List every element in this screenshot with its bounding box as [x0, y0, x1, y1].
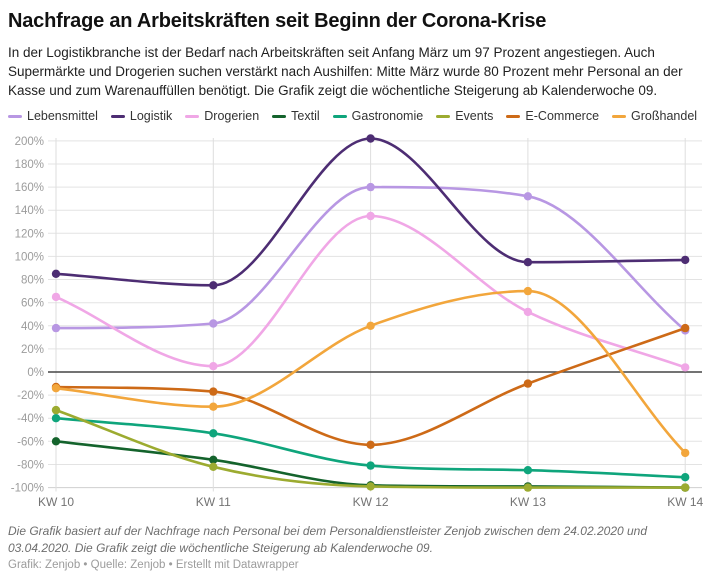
line-chart: 200% 180% 160% 140% 120% 100% 80% 60% 40% 20% 0% -2…: [11, 134, 704, 509]
x-axis-label: KW 11: [196, 495, 231, 509]
y-axis-label: 20%: [21, 344, 44, 356]
x-axis-label: KW 14: [667, 495, 703, 509]
data-point-grosshandel: [366, 322, 375, 331]
y-axis-label: 200%: [15, 136, 44, 148]
data-point-textil: [51, 437, 61, 446]
data-point-lebensmittel: [366, 183, 375, 192]
y-axis-label: 180%: [15, 159, 44, 171]
legend-swatch-icon: [506, 114, 521, 118]
legend-item-lebensmittel: Lebensmittel: [8, 109, 98, 123]
legend-item-logistik: Logistik: [110, 109, 173, 124]
data-point-drogerien: [681, 363, 690, 373]
data-point-events: [523, 483, 533, 493]
page-title: Nachfrage an Arbeitskräften seit Beginn …: [8, 10, 547, 32]
data-point-gastronomie: [523, 466, 533, 475]
legend-label: Logistik: [129, 109, 173, 124]
legend-item-gastronomie: Gastronomie: [332, 109, 424, 124]
data-point-logistik: [51, 270, 61, 279]
data-point-lebensmittel: [523, 192, 533, 201]
legend-label: Gastronomie: [351, 109, 424, 124]
x-axis-label: KW 13: [510, 495, 546, 509]
y-axis-label: 0%: [27, 367, 44, 379]
data-point-grosshandel: [51, 384, 61, 393]
data-point-textil: [209, 456, 218, 465]
data-point-logistik: [209, 281, 218, 290]
x-axis-label: KW 10: [38, 495, 74, 509]
data-point-grosshandel: [523, 287, 533, 296]
legend-swatch-icon: [436, 114, 451, 118]
legend-label: Events: [455, 109, 494, 124]
y-axis-label: 80%: [21, 275, 44, 287]
y-axis-label: 40%: [21, 321, 44, 333]
y-axis-label: -20%: [17, 391, 44, 403]
data-point-drogerien: [209, 362, 218, 371]
legend-item-textil: Textil: [272, 109, 320, 124]
footer-note: Die Grafik basiert auf der Nachfrage nac…: [8, 524, 648, 555]
y-axis-label: 140%: [15, 206, 44, 218]
legend-label: E-Commerce: [525, 109, 600, 124]
legend-item-drogerien: Drogerien: [185, 109, 259, 123]
data-point-drogerien: [523, 308, 533, 317]
legend-swatch-icon: [612, 114, 627, 118]
legend-swatch-icon: [332, 114, 347, 118]
y-axis-label: -100%: [11, 483, 44, 495]
legend-label: Textil: [291, 109, 320, 124]
y-axis-label: 120%: [15, 229, 44, 241]
x-axis-label: KW 12: [353, 495, 389, 509]
data-point-events: [209, 463, 218, 472]
data-point-logistik: [523, 258, 533, 267]
data-point-gastronomie: [681, 473, 690, 482]
legend-item-grosshandel: Großhandel: [612, 109, 697, 123]
y-axis-label: -60%: [17, 437, 44, 449]
legend-swatch-icon: [110, 114, 125, 118]
data-point-grosshandel: [209, 402, 218, 412]
y-axis-label: 60%: [21, 298, 44, 310]
data-point-gastronomie: [51, 414, 61, 423]
data-point-gastronomie: [366, 461, 375, 471]
data-point-gastronomie: [209, 429, 218, 438]
data-point-logistik: [366, 134, 375, 144]
data-point-e-commerce: [523, 379, 533, 389]
data-point-e-commerce: [209, 387, 218, 397]
footer-credit: Grafik: Zenjob • Quelle: Zenjob • Erstel…: [8, 558, 299, 571]
y-axis-label: 160%: [15, 183, 44, 195]
series-line-drogerien: [54, 215, 687, 370]
data-point-lebensmittel: [209, 319, 218, 329]
legend-item-e-commerce: E-Commerce: [506, 109, 599, 123]
data-point-events: [366, 482, 375, 492]
legend-item-events: Events: [436, 109, 493, 123]
data-point-events: [51, 406, 61, 415]
data-point-e-commerce: [366, 441, 375, 450]
legend-swatch-icon: [185, 114, 200, 118]
chart-area: 200% 180% 160% 140% 120% 100% 80% 60% 40% 20% 0% -2…: [0, 126, 710, 518]
y-axis-label: -40%: [17, 414, 44, 426]
legend-label: Lebensmittel: [27, 109, 98, 124]
data-point-e-commerce: [681, 324, 690, 333]
chart-legend: Lebensmittel Logistik Drogerien Textil Gastr…: [8, 109, 702, 123]
data-point-logistik: [681, 256, 690, 265]
data-point-drogerien: [366, 212, 375, 221]
legend-swatch-icon: [8, 114, 22, 118]
data-point-events: [681, 483, 690, 493]
chart-description: In der Logistikbranche ist der Bedarf na…: [8, 45, 683, 99]
legend-swatch-icon: [272, 114, 287, 118]
y-axis-label: 100%: [15, 252, 44, 264]
legend-label: Drogerien: [204, 109, 260, 124]
legend-label: Großhandel: [631, 109, 698, 124]
data-point-drogerien: [51, 293, 61, 302]
data-point-grosshandel: [681, 449, 690, 458]
y-axis-label: -80%: [17, 460, 44, 472]
data-point-lebensmittel: [51, 324, 61, 333]
